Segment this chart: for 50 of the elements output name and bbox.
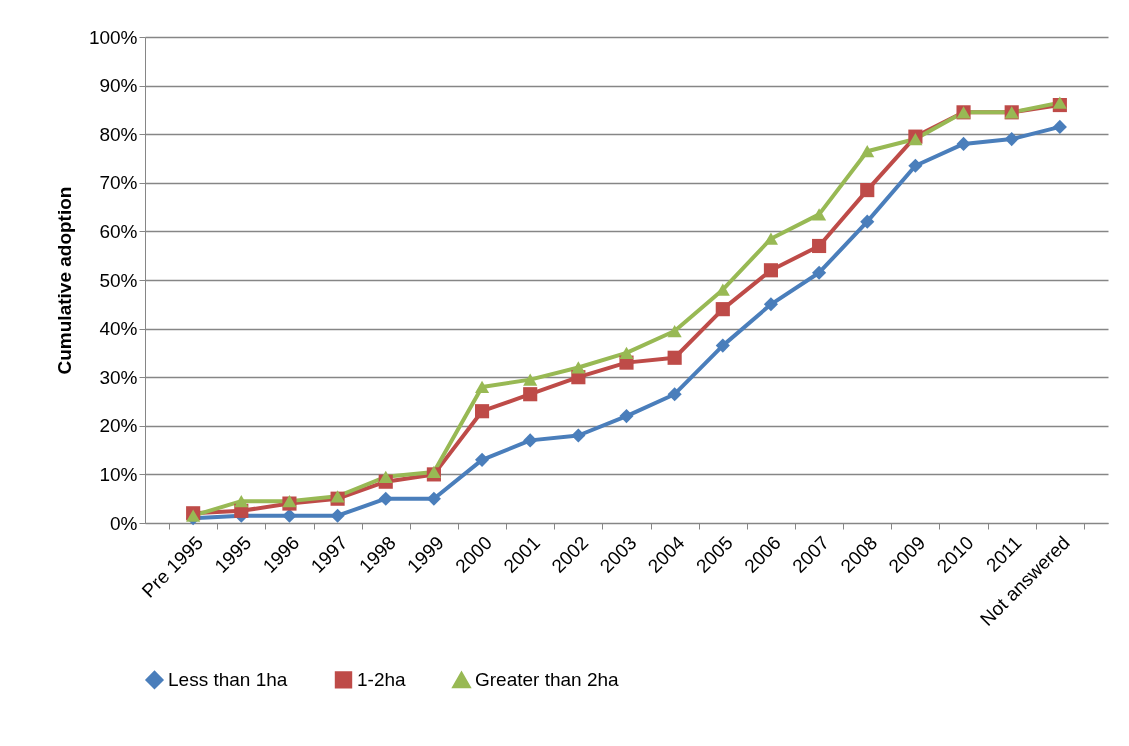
point [474, 404, 490, 419]
point [426, 491, 441, 506]
y-tick-label: 50% [99, 269, 138, 291]
point [812, 208, 827, 221]
point [474, 452, 490, 467]
point [812, 238, 827, 254]
legend-label: 1-2ha [357, 668, 407, 690]
y-axis-title: Cumulative adoption [53, 186, 75, 375]
y-tick-label: 60% [99, 220, 138, 242]
point [619, 346, 634, 360]
point [667, 387, 682, 402]
y-tick-label: 40% [99, 318, 138, 340]
point [378, 491, 393, 506]
point [571, 361, 586, 374]
point [715, 338, 730, 353]
point [523, 373, 538, 386]
y-tick-label: 90% [99, 75, 138, 97]
y-tick-label: 10% [99, 463, 138, 485]
point [619, 409, 634, 424]
point [908, 158, 923, 173]
point [474, 380, 490, 394]
point [763, 297, 779, 312]
point [956, 136, 971, 151]
y-tick-label: 80% [99, 123, 138, 145]
point [1004, 131, 1019, 147]
point [860, 145, 875, 158]
point [667, 324, 682, 338]
point [667, 350, 682, 365]
point [234, 495, 249, 508]
point [523, 433, 538, 448]
point [330, 508, 345, 523]
point [1052, 119, 1067, 134]
legend-label: Less than 1ha [168, 668, 288, 690]
y-tick-label: 30% [99, 366, 138, 388]
y-tick-label: 100% [88, 26, 138, 48]
point [1052, 96, 1067, 109]
point [715, 302, 730, 317]
legend-label: Greater than 2ha [475, 669, 620, 691]
y-tick-label: 0% [110, 512, 138, 534]
point [763, 263, 779, 278]
point [523, 387, 538, 402]
y-tick-label: 70% [99, 172, 138, 194]
point [860, 214, 875, 229]
point [378, 470, 393, 483]
point [812, 265, 827, 280]
point [860, 183, 875, 198]
y-tick-label: 20% [99, 415, 138, 437]
point [282, 508, 297, 523]
point [571, 428, 586, 443]
point [763, 232, 779, 245]
